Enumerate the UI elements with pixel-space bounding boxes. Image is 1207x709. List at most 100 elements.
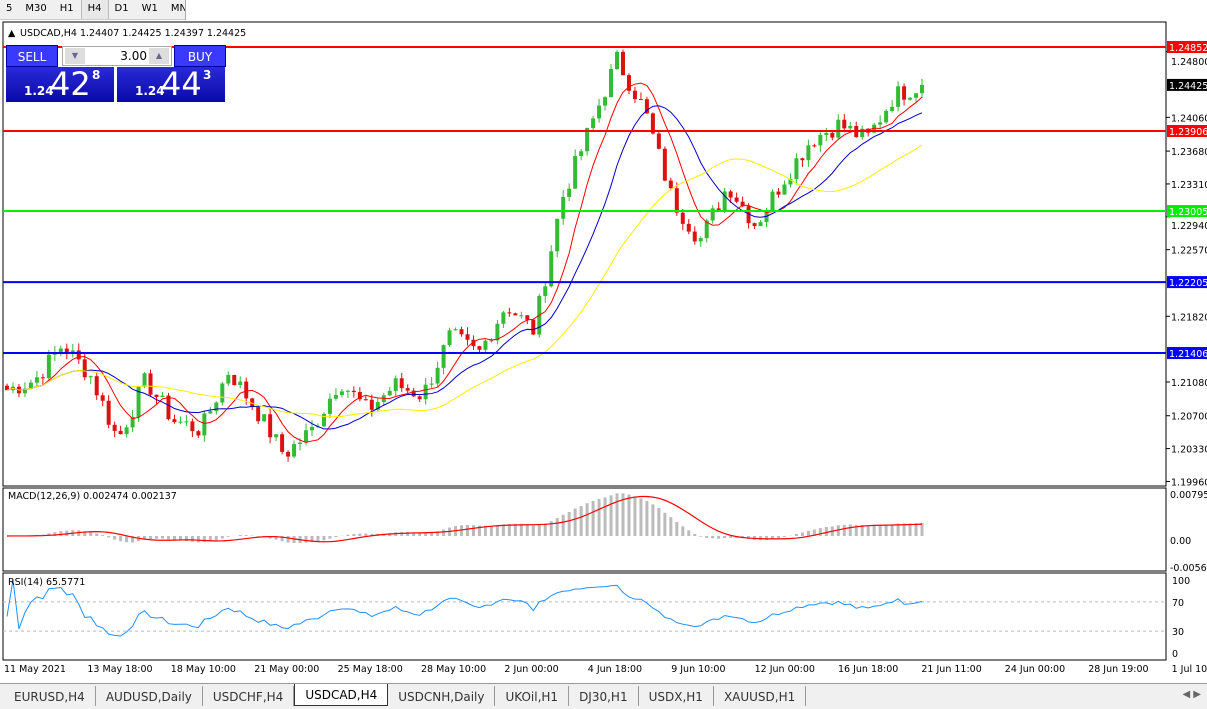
macd-histogram-bar	[567, 511, 571, 536]
macd-histogram-bar	[651, 504, 655, 536]
candle-body	[28, 382, 33, 389]
candle-body	[848, 125, 853, 129]
macd-panel-frame	[2, 487, 1167, 572]
sell-button[interactable]: SELL	[6, 45, 58, 67]
candle-body	[620, 51, 625, 76]
candle-body	[58, 348, 63, 353]
macd-histogram-bar	[316, 536, 320, 542]
tab-audusd-daily[interactable]: AUDUSD,Daily	[96, 686, 203, 706]
candle-body	[525, 315, 530, 320]
tab-eurusd-h4[interactable]: EURUSD,H4	[4, 686, 96, 706]
candle-body	[375, 402, 380, 410]
candle-body	[920, 84, 925, 94]
candle-body	[351, 390, 356, 393]
macd-histogram-bar	[866, 525, 870, 536]
candle-body	[692, 231, 697, 242]
buy-price-prefix: 1.24	[135, 84, 165, 98]
tab-usdcnh-daily[interactable]: USDCNH,Daily	[388, 686, 496, 706]
tab-usdcad-h4[interactable]: USDCAD,H4	[294, 684, 389, 706]
candle-body	[387, 390, 392, 396]
macd-histogram-bar	[424, 532, 428, 536]
macd-histogram-bar	[711, 536, 715, 539]
timeframe-5[interactable]: 5	[6, 3, 13, 14]
candle-body	[656, 133, 661, 149]
macd-histogram-bar	[615, 493, 619, 536]
tab-usdx-h1[interactable]: USDX,H1	[639, 686, 714, 706]
buy-price-big: 44	[161, 65, 202, 103]
macd-histogram-bar	[920, 522, 924, 536]
macd-histogram-bar	[878, 525, 882, 536]
candle-body	[902, 86, 907, 100]
candle-body	[405, 388, 410, 391]
candle-body	[435, 367, 440, 384]
candle-body	[579, 151, 584, 156]
macd-histogram-bar	[531, 525, 535, 536]
macd-histogram-bar	[669, 517, 673, 536]
candle-body	[268, 414, 273, 438]
candle-body	[788, 179, 793, 185]
chart-header-arrow-icon[interactable]: ▲	[8, 28, 16, 39]
tab-xauusd-h1[interactable]: XAUUSD,H1	[714, 686, 807, 706]
level-price-label: 1.21406	[1169, 349, 1207, 360]
tab-ukoil-h1[interactable]: UKOil,H1	[495, 686, 570, 706]
tab-dj30-h1[interactable]: DJ30,H1	[569, 686, 639, 706]
macd-histogram-bar	[442, 529, 446, 536]
timeframe-h4[interactable]: H4	[80, 0, 109, 19]
timeframe-w1[interactable]: W1	[141, 3, 158, 14]
macd-histogram-bar	[699, 536, 703, 537]
macd-histogram-bar	[705, 536, 709, 538]
macd-histogram-bar	[591, 500, 595, 536]
timeframe-d1[interactable]: D1	[114, 3, 129, 14]
candle-body	[896, 86, 901, 107]
lot-size-stepper[interactable]: ▼ 3.00 ▲	[62, 46, 172, 66]
timeframe-h1[interactable]: H1	[59, 3, 74, 14]
macd-histogram-bar	[723, 536, 727, 539]
timeframe-m30[interactable]: M30	[25, 3, 47, 14]
macd-histogram-bar	[483, 525, 487, 536]
buy-button[interactable]: BUY	[174, 45, 226, 67]
tab-usdchf-h4[interactable]: USDCHF,H4	[203, 686, 295, 706]
candle-body	[662, 148, 667, 181]
candle-body	[471, 339, 476, 347]
macd-histogram-bar	[633, 496, 637, 536]
candle-body	[393, 378, 398, 391]
lot-decrease-button[interactable]: ▼	[65, 48, 85, 64]
candle-body	[148, 373, 153, 395]
rsi-panel-frame	[2, 572, 1167, 661]
buy-price-button[interactable]: 1.24 44 3	[117, 65, 225, 103]
macd-histogram-bar	[358, 533, 362, 536]
candle-body	[543, 286, 548, 296]
candle-body	[423, 384, 428, 400]
macd-histogram-bar	[47, 533, 51, 536]
timeframe-mn[interactable]: MN	[170, 3, 187, 14]
price-axis-label: 1.23680	[1171, 147, 1207, 158]
level-price-label: 1.24852	[1169, 43, 1207, 54]
macd-histogram-bar	[812, 529, 816, 536]
macd-histogram-bar	[782, 536, 786, 537]
candle-body	[752, 223, 757, 227]
macd-histogram-bar	[639, 498, 643, 536]
one-click-trading-panel: SELL ▼ 3.00 ▲ BUY 1.24 42 8 1.24 44 3	[6, 45, 226, 103]
tab-scroll-arrows[interactable]: ◀ ▶	[1182, 689, 1201, 700]
macd-histogram-bar	[190, 536, 194, 542]
macd-histogram-bar	[495, 525, 499, 536]
current-price-label: 1.24425	[1169, 81, 1207, 92]
lot-size-value[interactable]: 3.00	[120, 49, 147, 63]
macd-histogram-bar	[890, 524, 894, 536]
candle-body	[214, 402, 219, 412]
candle-body	[429, 383, 434, 385]
sell-price-button[interactable]: 1.24 42 8	[6, 65, 114, 103]
rsi-axis-label: 70	[1172, 598, 1184, 609]
time-axis-label: 18 May 10:00	[171, 664, 236, 675]
rsi-axis-label: 100	[1172, 576, 1190, 587]
chart-canvas[interactable]: ▲ USDCAD,H4 1.24407 1.24425 1.24397 1.244…	[0, 0, 1207, 683]
buy-price-pip: 3	[203, 68, 212, 82]
candle-body	[46, 354, 51, 379]
candle-body	[501, 312, 506, 324]
lot-increase-button[interactable]: ▲	[149, 48, 169, 64]
candle-body	[447, 330, 452, 346]
candle-body	[232, 374, 237, 386]
price-axis-label: 1.20330	[1171, 445, 1207, 456]
macd-histogram-bar	[125, 536, 129, 543]
ma-slow-line	[6, 144, 923, 418]
